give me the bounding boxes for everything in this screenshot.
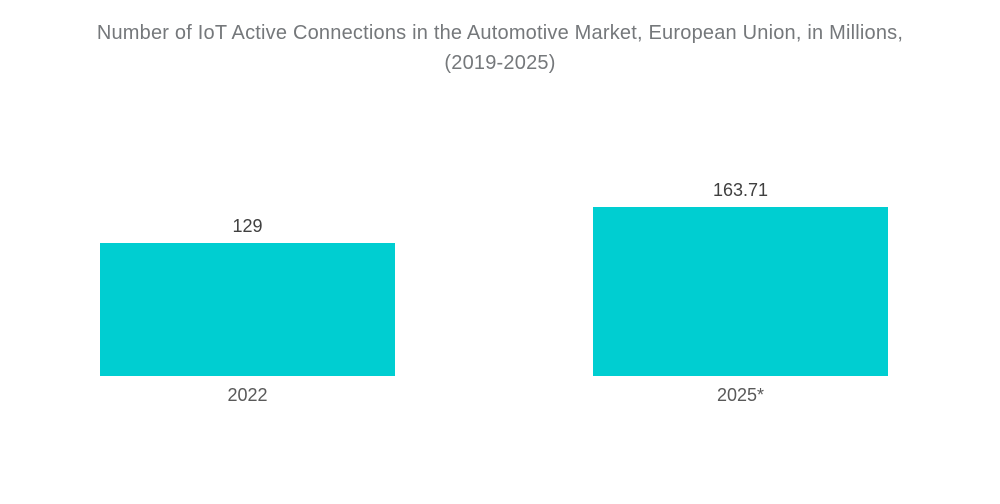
- bar[interactable]: [593, 207, 888, 376]
- chart-title-line-2: (2019-2025): [444, 52, 556, 74]
- plot-area: 129 2022 163.71 2025*: [0, 170, 1000, 404]
- bar-group: 129 2022: [100, 170, 395, 404]
- bar-value-label: 129: [232, 216, 263, 236]
- bar[interactable]: [100, 243, 395, 376]
- category-label: 2022: [227, 385, 268, 405]
- chart-title: Number of IoT Active Connections in the …: [0, 18, 1000, 78]
- chart-title-line-1: Number of IoT Active Connections in the …: [96, 22, 904, 44]
- category-label: 2025*: [716, 385, 765, 405]
- bar-value-label: 163.71: [712, 180, 769, 200]
- bar-group: 163.71 2025*: [593, 170, 888, 404]
